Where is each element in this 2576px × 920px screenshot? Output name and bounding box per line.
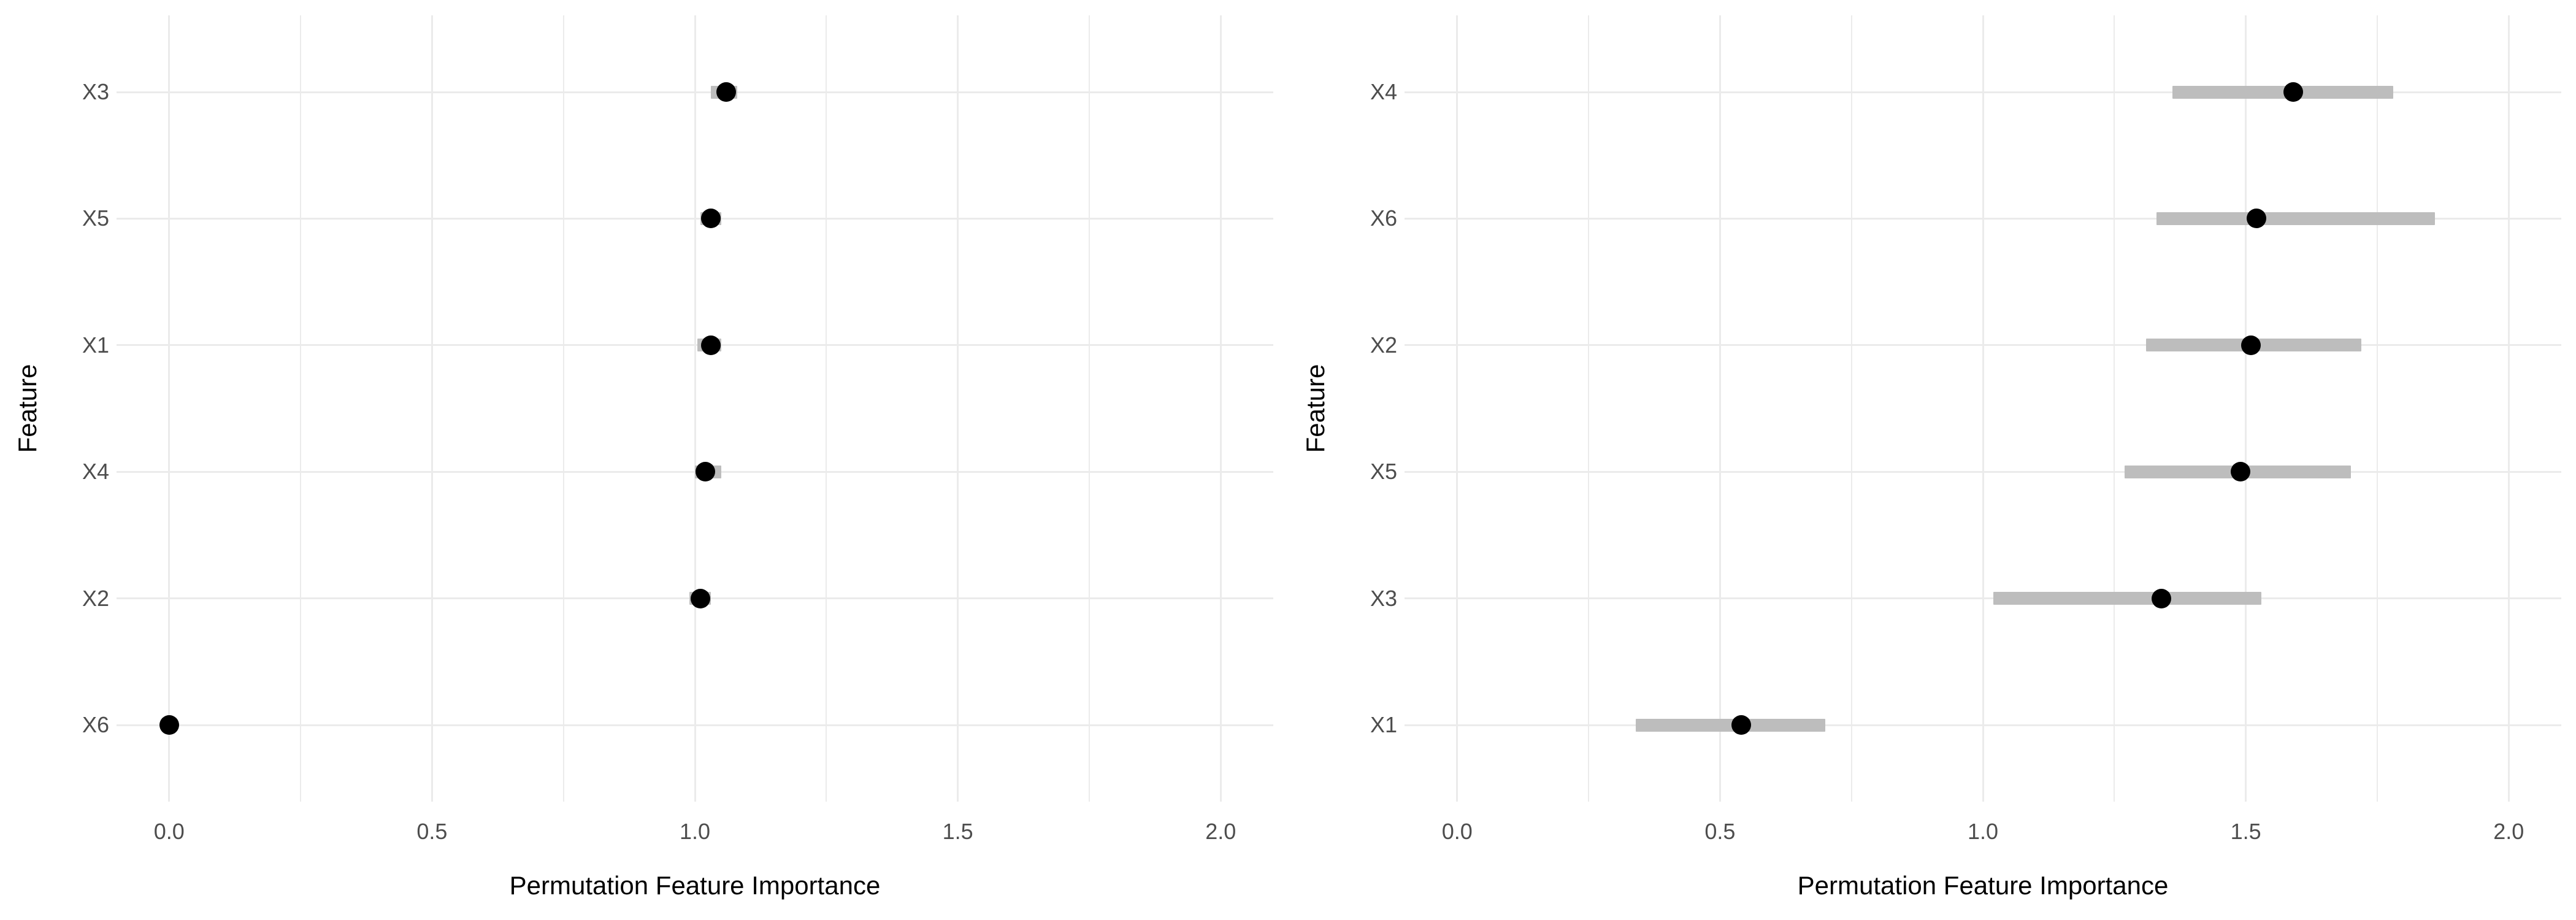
y-tick-label-X4: X4	[82, 459, 109, 485]
data-point-X1	[700, 335, 721, 355]
right-plot-area: X4 X6 X2 X5 X3 X1 0.0 0.5 1.0 1.5 2.0	[1288, 0, 2576, 920]
y-tick-label-X2: X2	[82, 585, 109, 611]
x-tick-label-1.5: 1.5	[2230, 819, 2261, 844]
left-chart: Feature X3 X5 X1 X4 X2 X6 0.0 0.5 1.0 1.5 2.0 Perm…	[13, 15, 1273, 900]
x-major-gridline	[1456, 15, 1459, 802]
data-point-X6	[2246, 209, 2266, 229]
data-point-X3	[2152, 588, 2172, 608]
y-tick-label-X6: X6	[82, 712, 109, 737]
y-major-gridline	[1405, 470, 2561, 473]
right-chart: Feature X4 X6 X2 X5 X3 X1 0.0 0.5 1.0 1.5 2.0 Perm…	[1288, 0, 2576, 920]
y-major-gridline	[117, 344, 1273, 347]
x-tick-label-2.0: 2.0	[2493, 819, 2524, 844]
x-tick-label-1.0: 1.0	[679, 819, 711, 844]
data-point-X5	[700, 209, 721, 229]
y-major-gridline	[117, 217, 1273, 220]
x-minor-gridline	[826, 15, 827, 802]
x-major-gridline	[2507, 15, 2510, 802]
y-tick-label-X6: X6	[1370, 205, 1397, 231]
x-tick-label-0.0: 0.0	[1441, 819, 1473, 844]
x-axis-title: Permutation Feature Importance	[1797, 871, 2169, 900]
data-point-X6	[159, 715, 179, 735]
interval-bar-X4	[2172, 85, 2393, 99]
y-major-gridline	[1405, 217, 2561, 220]
y-tick-label-X4: X4	[1370, 79, 1397, 104]
data-point-X4	[2283, 82, 2303, 102]
y-tick-label-X2: X2	[1370, 332, 1397, 358]
x-major-gridline	[168, 15, 171, 802]
interval-bar-X3	[1993, 592, 2262, 605]
x-tick-label-1.0: 1.0	[1967, 819, 1999, 844]
x-tick-label-2.0: 2.0	[1205, 819, 1236, 844]
y-major-gridline	[117, 91, 1273, 93]
x-minor-gridline	[1850, 15, 1852, 802]
x-major-gridline	[957, 15, 959, 802]
y-tick-label-X1: X1	[1370, 712, 1397, 737]
y-tick-label-X3: X3	[82, 79, 109, 104]
y-major-gridline	[1405, 597, 2561, 600]
data-point-X2	[690, 588, 710, 608]
data-point-X1	[1731, 715, 1751, 735]
y-tick-label-X1: X1	[82, 332, 109, 358]
y-tick-label-X3: X3	[1370, 585, 1397, 611]
interval-bar-X6	[2156, 212, 2436, 225]
x-minor-gridline	[2376, 15, 2378, 802]
y-tick-label-X5: X5	[1370, 459, 1397, 485]
x-tick-label-0.5: 0.5	[416, 819, 448, 844]
y-major-gridline	[1405, 91, 2561, 93]
x-minor-gridline	[1588, 15, 1590, 802]
x-major-gridline	[431, 15, 433, 802]
x-major-gridline	[2245, 15, 2247, 802]
data-point-X4	[696, 462, 716, 482]
x-major-gridline	[1982, 15, 1984, 802]
x-axis-title: Permutation Feature Importance	[509, 871, 881, 900]
x-major-gridline	[1219, 15, 1222, 802]
y-major-gridline	[1405, 344, 2561, 347]
y-major-gridline	[117, 724, 1273, 726]
data-point-X3	[716, 82, 737, 102]
data-point-X5	[2231, 462, 2251, 482]
x-minor-gridline	[2114, 15, 2115, 802]
x-major-gridline	[694, 15, 696, 802]
left-plot-area: X3 X5 X1 X4 X2 X6 0.0 0.5 1.0 1.5 2.0	[82, 15, 1273, 844]
x-major-gridline	[1719, 15, 1721, 802]
x-minor-gridline	[562, 15, 564, 802]
y-tick-label-X5: X5	[82, 205, 109, 231]
x-tick-label-0.0: 0.0	[153, 819, 185, 844]
x-tick-label-0.5: 0.5	[1704, 819, 1736, 844]
data-point-X2	[2241, 335, 2261, 355]
x-minor-gridline	[1088, 15, 1090, 802]
y-major-gridline	[1405, 724, 2561, 726]
interval-bar-X1	[1636, 718, 1825, 732]
x-tick-label-1.5: 1.5	[942, 819, 973, 844]
x-minor-gridline	[300, 15, 302, 802]
